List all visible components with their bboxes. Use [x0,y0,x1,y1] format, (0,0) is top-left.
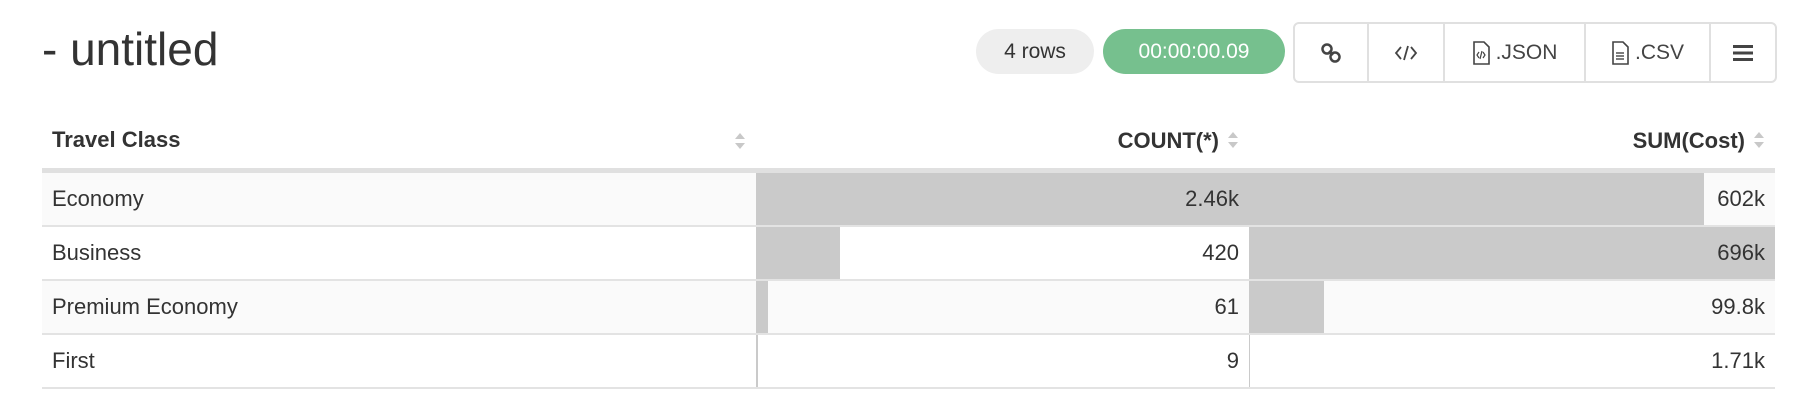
travel-class-cell: Economy [42,170,756,227]
count-bar [756,281,769,333]
json-file-icon [1472,40,1490,65]
travel-class-cell: Business [42,226,756,281]
travel-class-value: Premium Economy [52,294,238,319]
column-header-label: SUM(Cost) [1632,128,1745,154]
export-json-button[interactable]: .JSON [1445,24,1586,81]
count-cell: 61 [756,280,1249,335]
csv-label: .CSV [1634,40,1684,64]
count-value: 420 [1202,240,1239,265]
table-header-row: Travel Class COUNT(*) SUM(Cost) [42,116,1775,173]
column-header-count[interactable]: COUNT(*) [756,116,1249,173]
json-label: .JSON [1495,40,1558,64]
menu-button[interactable] [1711,24,1775,81]
hamburger-menu-icon [1733,44,1753,61]
travel-class-value: Business [52,240,142,265]
elapsed-time-badge: 00:00:00.09 [1103,29,1285,74]
count-value: 2.46k [1185,186,1239,211]
travel-class-value: Economy [52,186,144,211]
count-value: 61 [1214,294,1239,319]
sort-icon[interactable] [1753,130,1765,156]
copy-link-button[interactable] [1295,24,1369,81]
count-value: 9 [1226,348,1239,373]
page-title: - untitled [42,23,219,75]
sum-cost-bar [1249,335,1251,387]
table-row: First 9 1.71k [42,334,1775,389]
sum-cost-value: 696k [1717,240,1765,265]
sum-cost-value: 99.8k [1711,294,1765,319]
count-bar [756,227,841,279]
sum-cost-value: 1.71k [1711,348,1765,373]
sort-icon[interactable] [734,131,746,157]
row-count-badge: 4 rows [976,29,1094,74]
code-icon [1394,45,1418,60]
count-cell: 9 [756,334,1249,389]
sum-cost-cell: 1.71k [1249,334,1775,389]
column-header-label: Travel Class [52,127,181,152]
sum-cost-cell: 602k [1249,170,1775,227]
results-table: Travel Class COUNT(*) SUM(Cost) Economy 2… [42,116,1775,389]
travel-class-cell: Premium Economy [42,280,756,335]
count-bar [756,335,758,387]
sum-cost-bar [1249,281,1325,333]
column-header-label: COUNT(*) [1117,128,1219,154]
column-header-sum-cost[interactable]: SUM(Cost) [1249,116,1775,173]
sum-cost-bar [1249,227,1775,279]
table-row: Business 420 696k [42,226,1775,281]
table-row: Premium Economy 61 99.8k [42,280,1775,335]
column-header-travel-class[interactable]: Travel Class [42,116,756,173]
count-cell: 420 [756,226,1249,281]
csv-file-icon [1612,40,1629,65]
travel-class-value: First [52,348,95,373]
sum-cost-bar [1249,173,1704,225]
sort-icon[interactable] [1227,130,1239,156]
count-bar [756,173,1249,225]
link-icon [1321,42,1341,63]
sum-cost-value: 602k [1717,186,1765,211]
sum-cost-cell: 99.8k [1249,280,1775,335]
action-toolbar: .JSON .CSV [1293,22,1777,83]
sum-cost-cell: 696k [1249,226,1775,281]
travel-class-cell: First [42,334,756,389]
table-row: Economy 2.46k 602k [42,170,1775,227]
embed-code-button[interactable] [1369,24,1445,81]
count-cell: 2.46k [756,170,1249,227]
export-csv-button[interactable]: .CSV [1586,24,1711,81]
